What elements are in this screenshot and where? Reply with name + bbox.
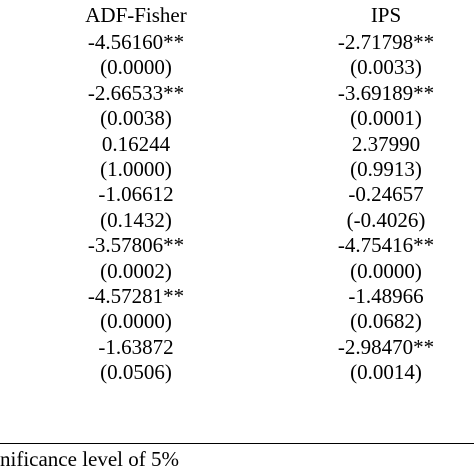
table-row: (1.0000) (0.9913) <box>0 157 474 182</box>
adf-fisher-cell: (0.0000) <box>100 55 172 80</box>
table-row: (0.0002) (0.0000) <box>0 259 474 284</box>
ips-cell: (0.0000) <box>350 258 422 283</box>
ips-cell: -4.75416** <box>337 233 435 258</box>
table-row: 0.16244 2.37990 <box>0 132 474 157</box>
adf-fisher-cell: -4.57281** <box>87 283 185 308</box>
table-header-row: ADF-Fisher IPS <box>0 0 474 30</box>
ips-cell: (0.0033) <box>350 55 422 80</box>
ips-cell: -2.71798** <box>337 30 435 54</box>
table-row: -3.57806** -4.75416** <box>0 233 474 258</box>
adf-fisher-cell: -2.66533** <box>87 80 185 105</box>
table-row: (0.1432) (-0.4026) <box>0 208 474 233</box>
adf-fisher-cell: (0.0000) <box>100 309 172 334</box>
table-row: -2.66533** -3.69189** <box>0 81 474 106</box>
adf-fisher-cell: -4.56160** <box>87 30 185 54</box>
table-footnote: nificance level of 5% <box>0 447 179 471</box>
table-row: (0.0000) (0.0033) <box>0 55 474 80</box>
table-row: -4.56160** -2.71798** <box>0 30 474 55</box>
ips-cell: (0.0682) <box>350 309 422 334</box>
adf-fisher-cell: (0.0506) <box>100 360 172 385</box>
adf-fisher-cell: (0.0038) <box>100 106 172 131</box>
table-row: -1.63872 -2.98470** <box>0 335 474 360</box>
ips-cell: (0.0001) <box>350 106 422 131</box>
ips-cell: (0.0014) <box>350 360 422 385</box>
adf-fisher-cell: -1.06612 <box>98 182 174 207</box>
table-row: -4.57281** -1.48966 <box>0 284 474 309</box>
ips-cell: (0.9913) <box>350 156 422 181</box>
ips-cell: (-0.4026) <box>346 207 426 232</box>
column-header-adf-fisher: ADF-Fisher <box>85 3 187 27</box>
column-header-ips: IPS <box>370 3 402 27</box>
adf-fisher-cell: (0.1432) <box>100 207 172 232</box>
table-row: (0.0506) (0.0014) <box>0 360 474 385</box>
ips-cell: -0.24657 <box>348 182 424 207</box>
unit-root-test-table: ADF-Fisher IPS -4.56160** -2.71798** (0.… <box>0 0 474 385</box>
table-row: -1.06612 -0.24657 <box>0 182 474 207</box>
ips-cell: -3.69189** <box>337 80 435 105</box>
adf-fisher-cell: -1.63872 <box>98 334 174 359</box>
adf-fisher-cell: (1.0000) <box>100 156 172 181</box>
ips-cell: -2.98470** <box>337 334 435 359</box>
adf-fisher-cell: -3.57806** <box>87 233 185 258</box>
table-row: (0.0038) (0.0001) <box>0 106 474 131</box>
ips-cell: 2.37990 <box>351 131 421 156</box>
adf-fisher-cell: 0.16244 <box>101 131 171 156</box>
ips-cell: -1.48966 <box>348 283 424 308</box>
adf-fisher-cell: (0.0002) <box>100 258 172 283</box>
table-row: (0.0000) (0.0682) <box>0 309 474 334</box>
table-bottom-rule <box>0 443 474 444</box>
